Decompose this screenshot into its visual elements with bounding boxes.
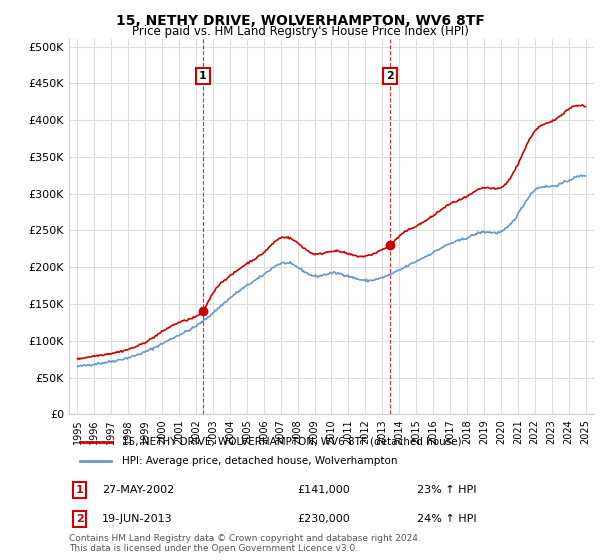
Text: £141,000: £141,000 xyxy=(297,485,350,495)
Text: 1: 1 xyxy=(199,71,207,81)
Text: 2: 2 xyxy=(386,71,394,81)
Text: 27-MAY-2002: 27-MAY-2002 xyxy=(102,485,174,495)
Text: 2: 2 xyxy=(76,514,83,524)
Text: 23% ↑ HPI: 23% ↑ HPI xyxy=(417,485,476,495)
Text: 15, NETHY DRIVE, WOLVERHAMPTON, WV6 8TF (detached house): 15, NETHY DRIVE, WOLVERHAMPTON, WV6 8TF … xyxy=(121,437,461,447)
Text: £230,000: £230,000 xyxy=(297,514,350,524)
Text: 19-JUN-2013: 19-JUN-2013 xyxy=(102,514,173,524)
Text: HPI: Average price, detached house, Wolverhampton: HPI: Average price, detached house, Wolv… xyxy=(121,456,397,466)
Text: Contains HM Land Registry data © Crown copyright and database right 2024.
This d: Contains HM Land Registry data © Crown c… xyxy=(69,534,421,553)
Text: 24% ↑ HPI: 24% ↑ HPI xyxy=(417,514,476,524)
Text: Price paid vs. HM Land Registry's House Price Index (HPI): Price paid vs. HM Land Registry's House … xyxy=(131,25,469,38)
Text: 1: 1 xyxy=(76,485,83,495)
Text: 15, NETHY DRIVE, WOLVERHAMPTON, WV6 8TF: 15, NETHY DRIVE, WOLVERHAMPTON, WV6 8TF xyxy=(116,14,484,28)
